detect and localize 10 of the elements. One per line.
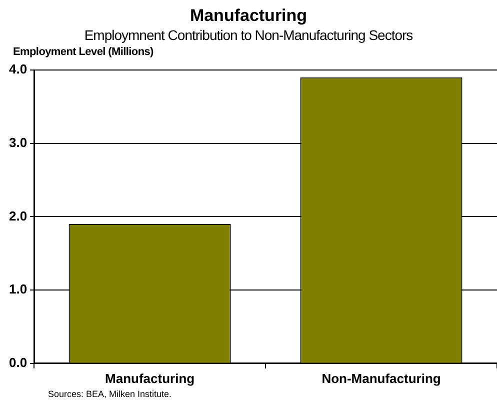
chart-title: Manufacturing bbox=[188, 6, 308, 26]
x-tick-label: Non-Manufacturing bbox=[322, 370, 441, 386]
y-tick-label: 2.0 bbox=[8, 208, 28, 224]
chart-subtitle: Employmnent Contribution to Non-Manufacturing Sectors bbox=[83, 27, 414, 43]
y-tick-label: 4.0 bbox=[8, 62, 28, 77]
y-tick-label: 1.0 bbox=[8, 282, 28, 297]
y-tick-label: 0.0 bbox=[8, 354, 28, 370]
y-tick-label: 3.0 bbox=[8, 134, 28, 150]
source-note: Sources: BEA, Milken Institute. bbox=[48, 389, 172, 399]
y-axis-title: Employment Level (Millions) bbox=[13, 46, 154, 58]
